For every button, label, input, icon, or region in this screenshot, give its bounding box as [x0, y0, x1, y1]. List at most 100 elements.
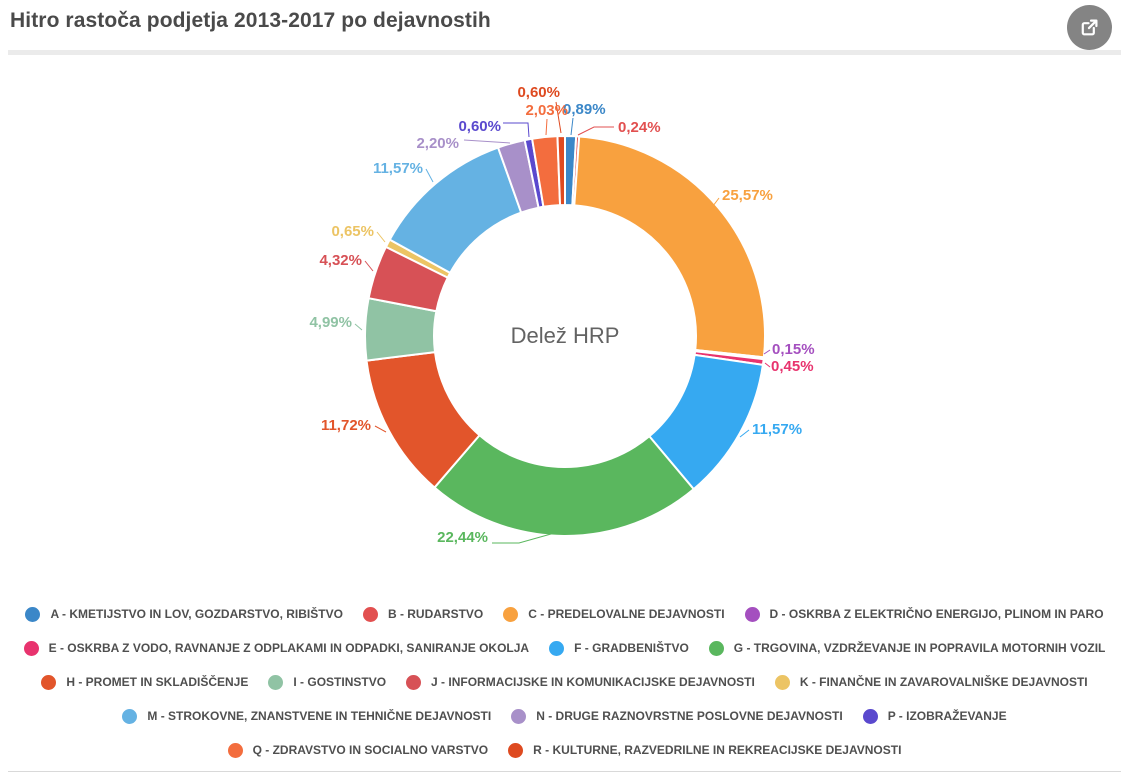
legend-dot-e — [23, 640, 39, 656]
leader-line-f — [739, 429, 750, 438]
legend-item-h[interactable]: H - PROMET IN SKLADIŠČENJE — [41, 674, 249, 690]
leader-line-r — [555, 101, 562, 134]
slice-value-label-k: 0,65% — [331, 223, 374, 240]
pie-slice-g[interactable] — [433, 434, 695, 537]
legend-dot-r — [508, 742, 524, 758]
legend-label-c: C - PREDELOVALNE DEJAVNOSTI — [528, 607, 725, 621]
leader-line-b — [577, 126, 614, 136]
bottom-divider — [8, 771, 1121, 772]
leader-line-k — [376, 231, 386, 243]
legend-label-r: R - KULTURNE, RAZVEDRILNE IN REKREACIJSK… — [533, 743, 902, 757]
donut-chart: 0,89% 0,24% 25,57% 0,15%0,45% 11,57% 22,44% 11… — [309, 84, 814, 546]
legend-dot-q — [227, 742, 243, 758]
legend-item-q[interactable]: Q - ZDRAVSTVO IN SOCIALNO VARSTVO — [227, 742, 489, 758]
legend-dot-p — [862, 708, 878, 724]
legend-label-f: F - GRADBENIŠTVO — [574, 641, 689, 655]
slice-value-label-d: 0,15% — [772, 341, 815, 358]
legend-item-c[interactable]: C - PREDELOVALNE DEJAVNOSTI — [503, 606, 725, 622]
legend-item-e[interactable]: E - OSKRBA Z VODO, RAVNANJE Z ODPLAKAMI … — [23, 640, 530, 656]
legend-label-n: N - DRUGE RAZNOVRSTNE POSLOVNE DEJAVNOST… — [536, 709, 843, 723]
legend-dot-i — [268, 674, 284, 690]
leader-line-m — [425, 168, 434, 183]
legend-item-d[interactable]: D - OSKRBA Z ELEKTRIČNO ENERGIJO, PLINOM… — [744, 606, 1104, 622]
legend-item-r[interactable]: R - KULTURNE, RAZVEDRILNE IN REKREACIJSK… — [508, 742, 902, 758]
legend-label-b: B - RUDARSTVO — [387, 607, 484, 621]
slice-value-label-c: 25,57% — [722, 187, 773, 204]
legend-item-i[interactable]: I - GOSTINSTVO — [268, 674, 387, 690]
legend-item-f[interactable]: F - GRADBENIŠTVO — [549, 640, 689, 656]
legend-label-m: M - STROKOVNE, ZNANSTVENE IN TEHNIČNE DE… — [147, 709, 492, 723]
legend-item-m[interactable]: M - STROKOVNE, ZNANSTVENE IN TEHNIČNE DE… — [122, 708, 492, 724]
slice-value-label-p: 0,60% — [458, 118, 501, 135]
label-leader-lines — [354, 101, 771, 544]
legend-dot-j — [406, 674, 422, 690]
leader-line-i — [354, 323, 363, 331]
title-divider — [8, 50, 1121, 55]
leader-line-n — [463, 139, 511, 144]
legend-item-a[interactable]: A - KMETIJSTVO IN LOV, GOZDARSTVO, RIBIŠ… — [25, 606, 343, 622]
legend-item-g[interactable]: G - TRGOVINA, VZDRŽEVANJE IN POPRAVILA M… — [708, 640, 1106, 656]
legend-label-q: Q - ZDRAVSTVO IN SOCIALNO VARSTVO — [252, 743, 489, 757]
legend-dot-c — [503, 606, 519, 622]
legend-dot-f — [549, 640, 565, 656]
slice-value-label-e: 0,45% — [771, 358, 814, 375]
legend-item-j[interactable]: J - INFORMACIJSKE IN KOMUNIKACIJSKE DEJA… — [406, 674, 755, 690]
donut-slices — [364, 134, 766, 537]
legend-label-j: J - INFORMACIJSKE IN KOMUNIKACIJSKE DEJA… — [431, 675, 755, 689]
legend-label-h: H - PROMET IN SKLADIŠČENJE — [66, 675, 249, 689]
leader-line-h — [374, 425, 387, 433]
share-icon — [1078, 16, 1101, 39]
share-button[interactable] — [1067, 5, 1112, 50]
slice-value-label-a: 0,89% — [563, 101, 606, 118]
legend-row: Q - ZDRAVSTVO IN SOCIALNO VARSTVO R - KUL… — [218, 733, 912, 767]
pie-slice-r[interactable] — [556, 134, 566, 207]
legend-label-i: I - GOSTINSTVO — [293, 675, 387, 689]
slice-value-label-b: 0,24% — [618, 119, 661, 136]
chart-center-label: Delež HRP — [511, 323, 620, 348]
legend-dot-g — [708, 640, 724, 656]
leader-line-d — [763, 349, 771, 355]
legend-dot-h — [41, 674, 57, 690]
slice-value-label-h: 11,72% — [321, 417, 371, 434]
legend-dot-m — [122, 708, 138, 724]
legend-item-b[interactable]: B - RUDARSTVO — [362, 606, 484, 622]
legend-dot-a — [25, 606, 41, 622]
chart-legend: A - KMETIJSTVO IN LOV, GOZDARSTVO, RIBIŠ… — [0, 597, 1129, 767]
legend-label-p: P - IZOBRAŽEVANJE — [887, 709, 1007, 723]
page-title: Hitro rastoča podjetja 2013-2017 po deja… — [10, 9, 491, 32]
slice-value-label-f: 11,57% — [752, 421, 802, 438]
slice-value-label-j: 4,32% — [319, 252, 362, 269]
slice-value-label-i: 4,99% — [309, 314, 352, 331]
chart-header: Hitro rastoča podjetja 2013-2017 po deja… — [0, 0, 1129, 50]
slice-value-label-q: 2,03% — [525, 102, 568, 119]
legend-row: A - KMETIJSTVO IN LOV, GOZDARSTVO, RIBIŠ… — [15, 597, 1113, 631]
slice-value-label-r: 0,60% — [517, 84, 560, 101]
leader-line-c — [709, 197, 720, 211]
legend-dot-n — [511, 708, 527, 724]
slice-value-label-n: 2,20% — [416, 135, 459, 152]
legend-label-g: G - TRGOVINA, VZDRŽEVANJE IN POPRAVILA M… — [733, 641, 1106, 655]
legend-item-p[interactable]: P - IZOBRAŽEVANJE — [862, 708, 1007, 724]
slice-value-label-m: 11,57% — [373, 160, 423, 177]
legend-label-a: A - KMETIJSTVO IN LOV, GOZDARSTVO, RIBIŠ… — [50, 607, 343, 621]
legend-row: M - STROKOVNE, ZNANSTVENE IN TEHNIČNE DE… — [112, 699, 1016, 733]
legend-label-k: K - FINANČNE IN ZAVAROVALNIŠKE DEJAVNOST… — [799, 675, 1088, 689]
leader-line-j — [364, 260, 374, 272]
legend-item-k[interactable]: K - FINANČNE IN ZAVAROVALNIŠKE DEJAVNOST… — [774, 674, 1088, 690]
legend-dot-b — [362, 606, 378, 622]
slice-labels: 0,89% 0,24% 25,57% 0,15%0,45% 11,57% 22,44% 11… — [309, 84, 814, 546]
leader-line-p — [503, 122, 530, 138]
legend-dot-k — [774, 674, 790, 690]
legend-row: E - OSKRBA Z VODO, RAVNANJE Z ODPLAKAMI … — [14, 631, 1116, 665]
legend-label-e: E - OSKRBA Z VODO, RAVNANJE Z ODPLAKAMI … — [48, 641, 530, 655]
leader-line-e — [764, 362, 771, 368]
slice-value-label-g: 22,44% — [437, 529, 488, 546]
leader-line-a — [570, 117, 574, 136]
legend-label-d: D - OSKRBA Z ELEKTRIČNO ENERGIJO, PLINOM… — [769, 607, 1104, 621]
leader-line-g — [492, 533, 552, 544]
legend-row: H - PROMET IN SKLADIŠČENJE I - GOSTINSTVO… — [31, 665, 1097, 699]
legend-item-n[interactable]: N - DRUGE RAZNOVRSTNE POSLOVNE DEJAVNOST… — [511, 708, 843, 724]
legend-dot-d — [744, 606, 760, 622]
leader-line-q — [545, 118, 548, 136]
pie-slice-c[interactable] — [573, 135, 766, 359]
